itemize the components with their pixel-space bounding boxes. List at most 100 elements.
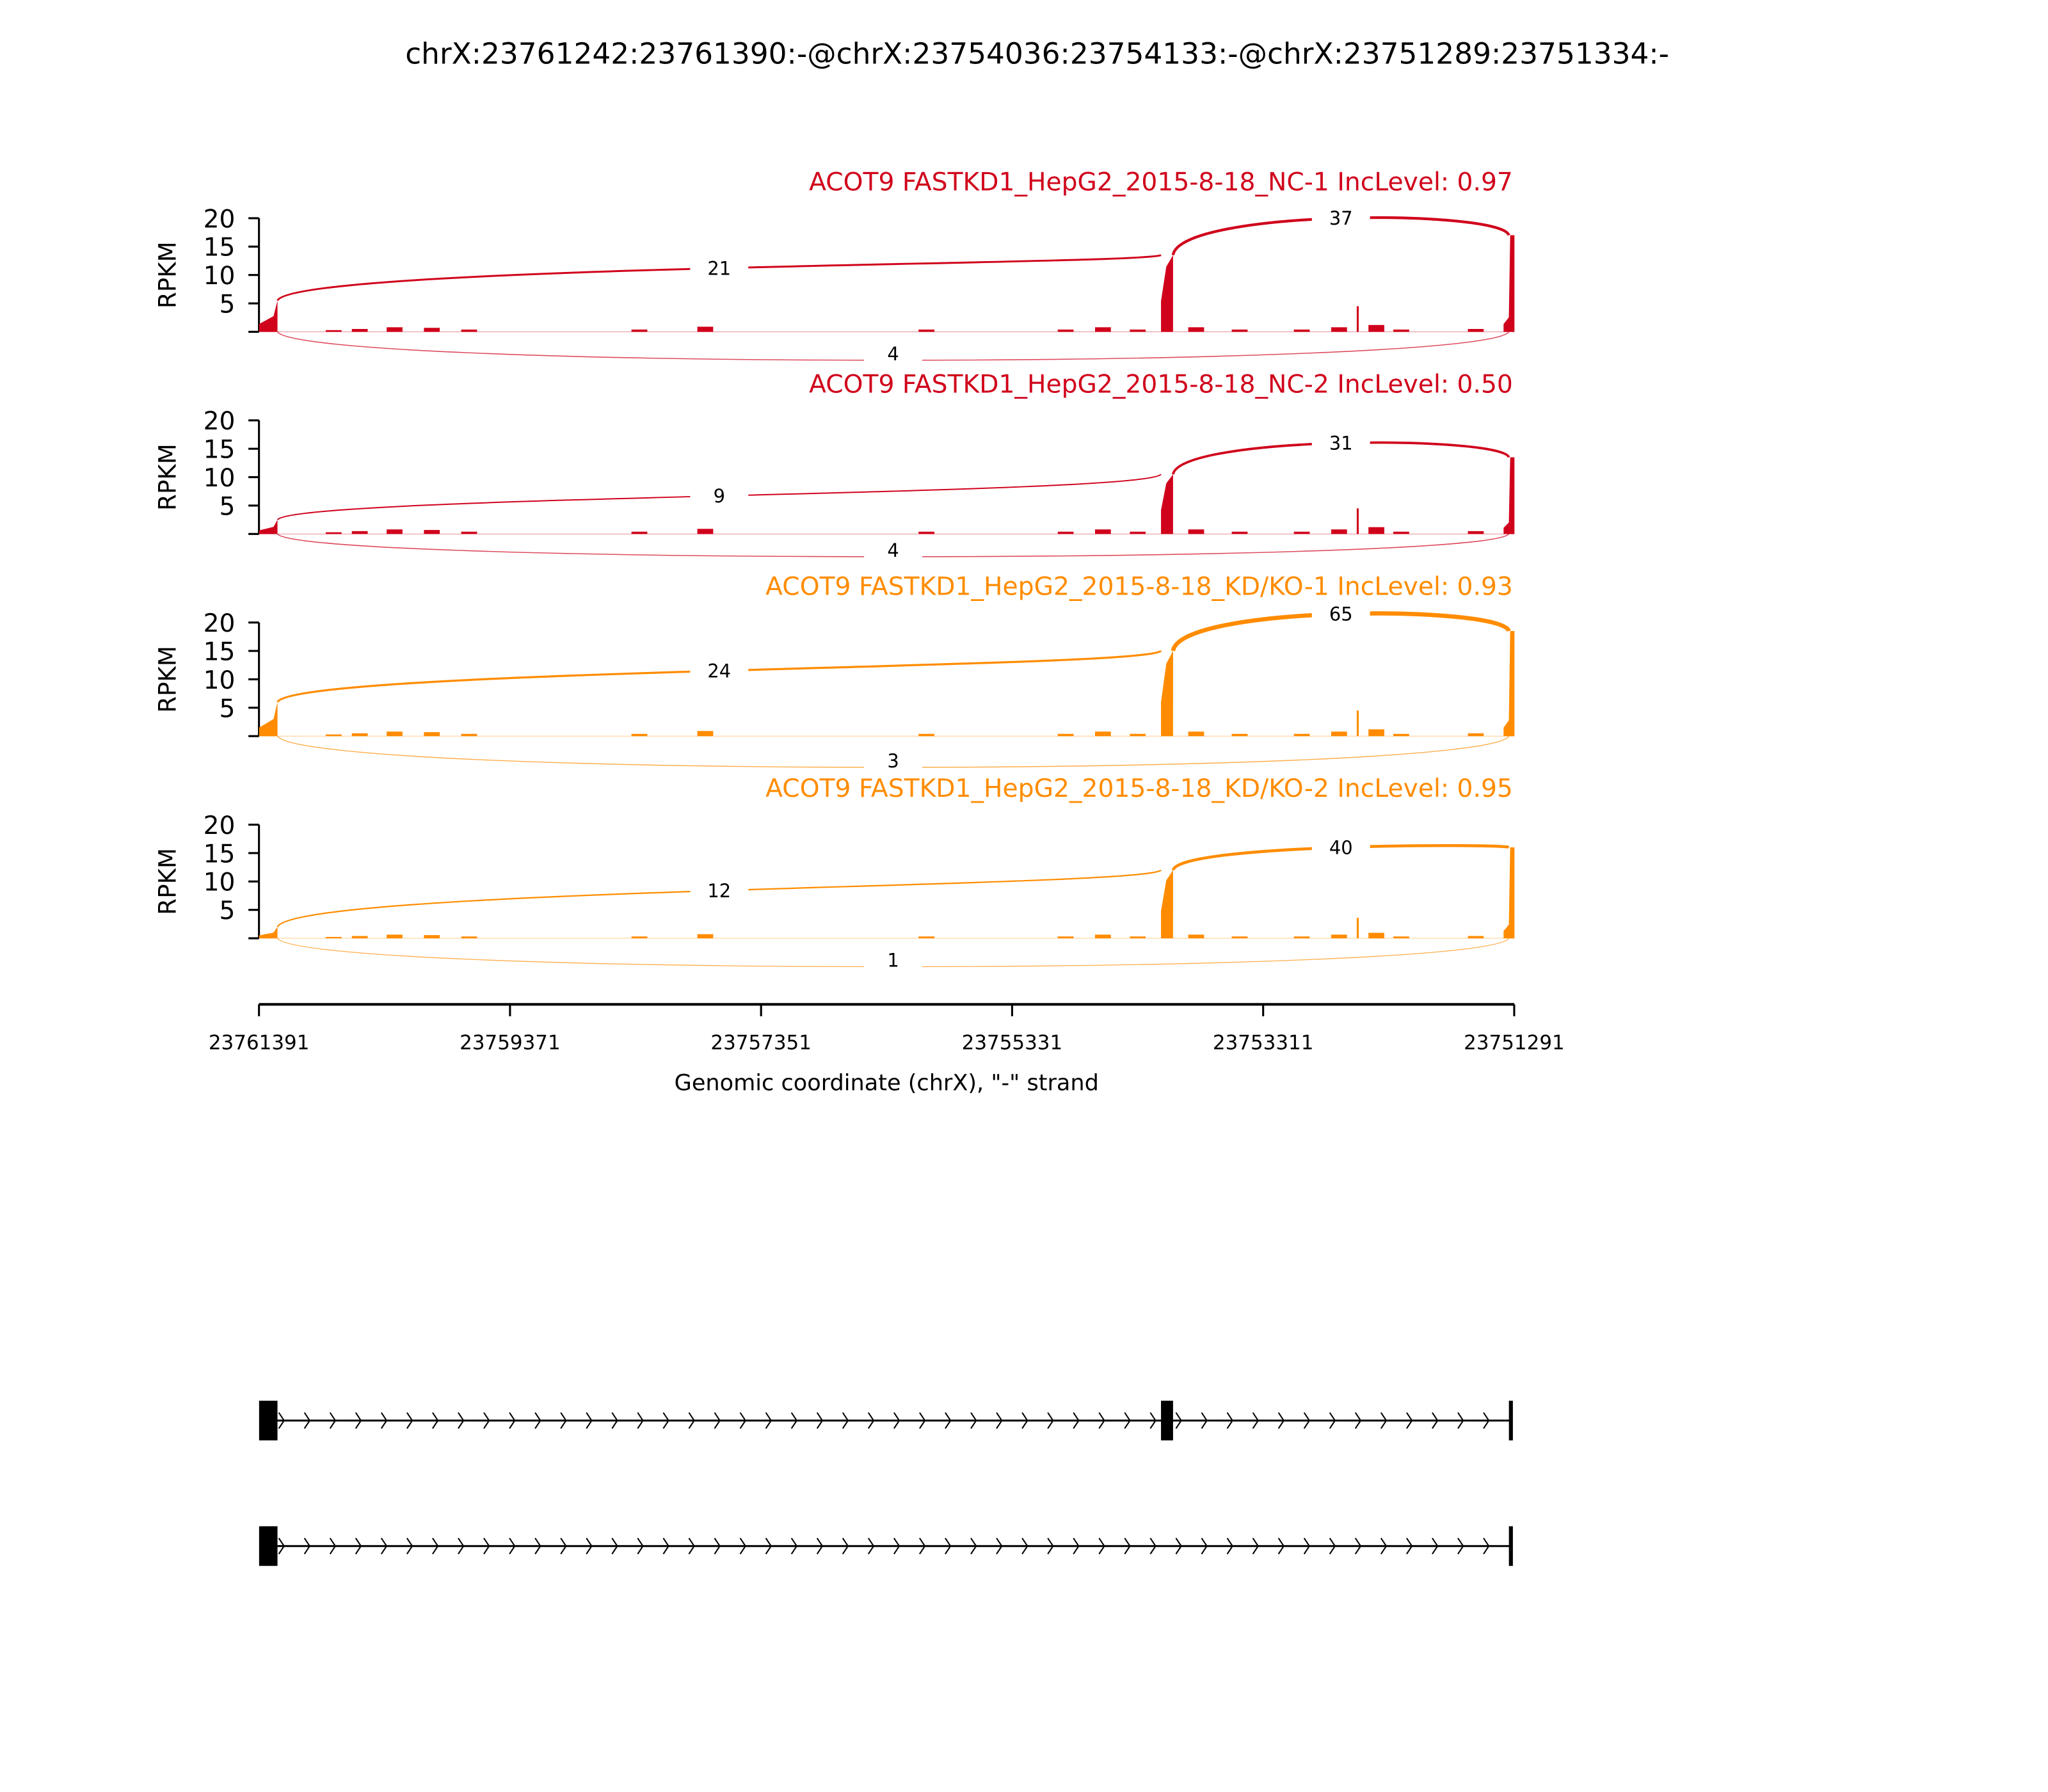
strand-arrow-icon (1277, 1537, 1285, 1555)
junction-count: 37 (1329, 207, 1353, 229)
strand-arrow-icon (1483, 1412, 1490, 1429)
strand-arrow-icon (1432, 1412, 1439, 1429)
strand-arrow-icon (688, 1412, 695, 1429)
exon-coverage (259, 701, 278, 737)
strand-arrow-icon (688, 1537, 695, 1555)
coverage-bar (1468, 936, 1484, 939)
coverage-bar (1188, 934, 1204, 939)
strand-arrow-icon (765, 1537, 772, 1555)
y-tick-label: 20 (204, 812, 236, 840)
y-tick-label: 5 (220, 897, 236, 925)
exon-coverage (1503, 457, 1515, 534)
strand-arrow-icon (458, 1412, 465, 1429)
coverage-bar (631, 936, 648, 939)
coverage-bar (1356, 918, 1359, 939)
coverage-bar (1393, 531, 1409, 534)
coverage-bar (1130, 733, 1146, 737)
strand-arrow-icon (1047, 1412, 1054, 1429)
strand-arrow-icon (893, 1412, 900, 1429)
strand-arrow-icon (919, 1412, 926, 1429)
strand-arrow-icon (432, 1537, 439, 1555)
junction-label-bg (864, 539, 923, 563)
gene-model (259, 1400, 1513, 1566)
coverage-bar (1130, 329, 1146, 332)
exon-coverage (1503, 847, 1515, 939)
exon-block (259, 1400, 278, 1441)
coverage-bar (424, 935, 440, 939)
coverage-bar (1188, 529, 1204, 534)
coverage-bar (1293, 936, 1310, 939)
y-tick-label: 10 (204, 666, 236, 695)
strand-arrow-icon (1226, 1537, 1234, 1555)
y-tick-label: 15 (204, 840, 236, 868)
strand-arrow-icon (329, 1537, 337, 1555)
coverage-bar (1130, 936, 1146, 939)
panel-label: ACOT9 FASTKD1_HepG2_2015-8-18_KD/KO-2 In… (765, 774, 1513, 803)
coverage-bar (1331, 529, 1347, 534)
exon-block (1508, 1400, 1513, 1441)
coverage-bar (351, 733, 368, 737)
strand-arrow-icon (1124, 1412, 1131, 1429)
exon-coverage (1503, 235, 1515, 332)
coverage-bar (1094, 327, 1111, 332)
y-tick-label: 15 (204, 234, 236, 262)
strand-arrow-icon (1406, 1537, 1413, 1555)
coverage-bar (387, 732, 403, 737)
strand-arrow-icon (970, 1412, 977, 1429)
junction-label-bg (690, 660, 749, 683)
x-axis: 23761391 23759371 23757351 23755331 23753311… (209, 1003, 1565, 1054)
exon-coverage (259, 520, 278, 534)
strand-arrow-icon (970, 1537, 977, 1555)
junction-label-bg (690, 879, 749, 903)
strand-arrow-icon (637, 1537, 644, 1555)
strand-arrow-icon (842, 1412, 849, 1429)
junction-count: 9 (714, 485, 725, 507)
strand-arrow-icon (303, 1537, 311, 1555)
strand-arrow-icon (1201, 1412, 1208, 1429)
coverage-bar (387, 327, 403, 332)
strand-arrow-icon (637, 1412, 644, 1429)
strand-arrow-icon (278, 1412, 285, 1429)
coverage-bar (351, 329, 368, 332)
coverage-bar (697, 529, 714, 534)
strand-arrow-icon (945, 1537, 952, 1555)
coverage-bar (697, 731, 714, 737)
coverage-bar (1293, 329, 1310, 332)
strand-arrow-icon (432, 1412, 439, 1429)
strand-arrow-icon (1252, 1537, 1260, 1555)
coverage-bar (1188, 732, 1204, 737)
coverage-bar (461, 531, 477, 534)
coverage-bar (697, 326, 714, 332)
panel-label: ACOT9 FASTKD1_HepG2_2015-8-18_NC-2 IncLe… (809, 370, 1513, 399)
strand-arrow-icon (1380, 1537, 1388, 1555)
junction-label-bg (690, 257, 749, 280)
strand-arrow-icon (1329, 1537, 1336, 1555)
junction-count: 65 (1329, 604, 1353, 625)
exon-coverage (259, 300, 278, 332)
strand-arrow-icon (1175, 1412, 1182, 1429)
strand-arrow-icon (509, 1537, 516, 1555)
coverage-bar (1231, 733, 1248, 737)
strand-arrow-icon (1483, 1537, 1490, 1555)
strand-arrow-icon (1047, 1537, 1054, 1555)
coverage-bar (461, 733, 477, 737)
strand-arrow-icon (1303, 1537, 1311, 1555)
strand-arrow-icon (790, 1537, 798, 1555)
strand-arrow-icon (1252, 1412, 1260, 1429)
coverage-bar (1331, 732, 1347, 737)
strand-arrow-icon (560, 1537, 567, 1555)
strand-arrow-icon (458, 1537, 465, 1555)
coverage-bar (1331, 934, 1347, 939)
coverage-bar (1331, 327, 1347, 332)
coverage-bar (387, 529, 403, 534)
coverage-bar (1393, 733, 1409, 737)
strand-arrow-icon (1149, 1537, 1156, 1555)
strand-arrow-icon (867, 1537, 875, 1555)
junction-count: 1 (887, 949, 899, 971)
strand-arrow-icon (560, 1412, 567, 1429)
strand-arrow-icon (278, 1537, 285, 1555)
coverage-bar (918, 733, 935, 737)
